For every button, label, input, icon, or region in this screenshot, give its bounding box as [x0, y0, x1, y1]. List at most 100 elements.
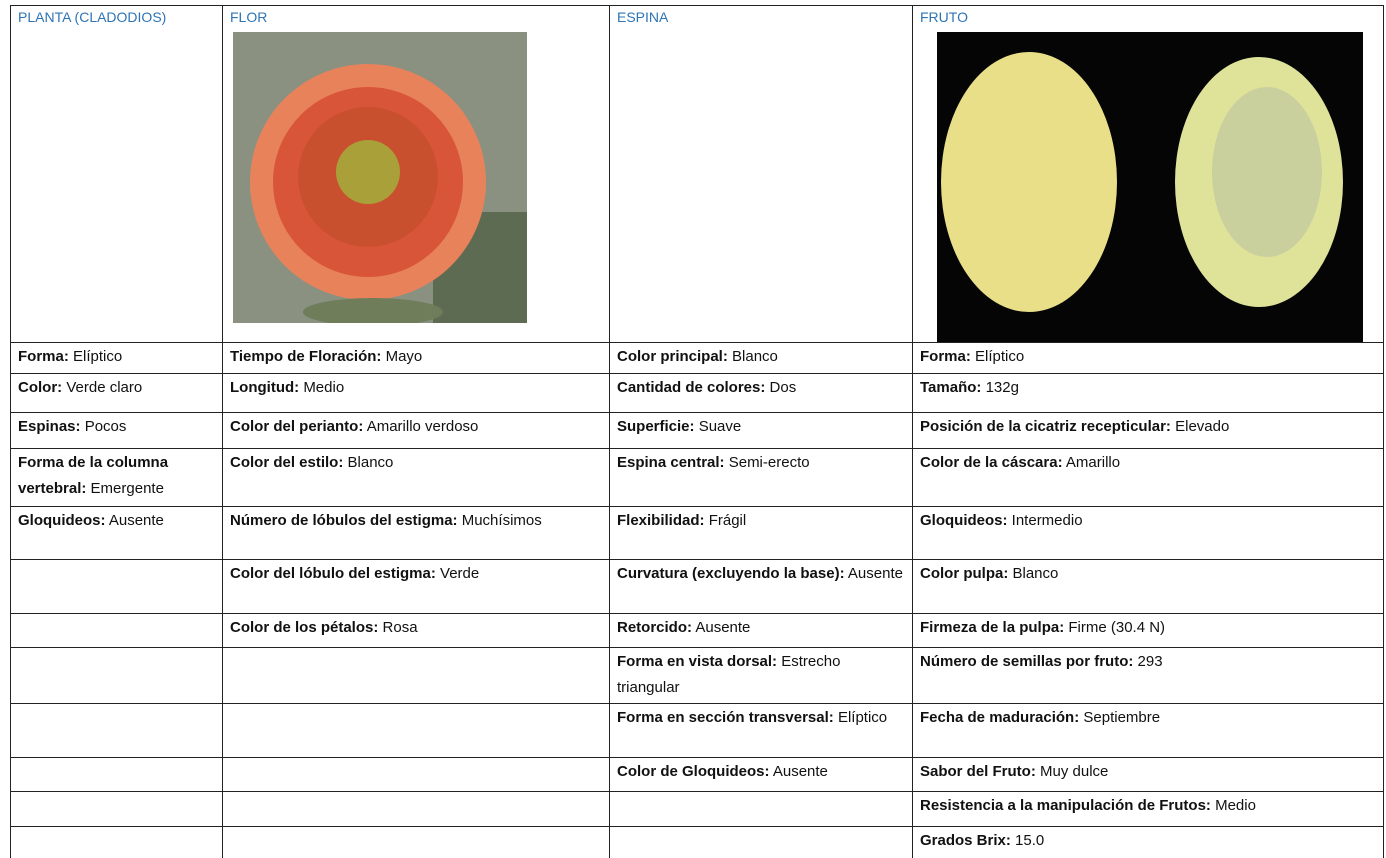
- attribute-value: Emergente: [90, 480, 164, 497]
- attribute-cell: Curvatura (excluyendo la base): Ausente: [617, 561, 906, 587]
- attribute-label: Forma de la columna vertebral:: [18, 454, 169, 497]
- attribute-cell: Número de semillas por fruto: 293: [920, 649, 1377, 675]
- attribute-cell: Forma en sección transversal: Elíptico: [617, 705, 906, 731]
- row-border: [10, 647, 1383, 648]
- attribute-value: Elíptico: [975, 348, 1025, 365]
- attribute-value: Semi-erecto: [728, 454, 810, 471]
- attribute-cell: Gloquideos: Intermedio: [920, 508, 1377, 534]
- attribute-cell: Retorcido: Ausente: [617, 615, 906, 641]
- attribute-value: Medio: [303, 379, 345, 396]
- attribute-label: Cantidad de colores:: [617, 379, 766, 396]
- attribute-value: Blanco: [732, 348, 778, 365]
- column-border: [1383, 5, 1384, 858]
- attribute-label: Forma:: [18, 348, 69, 365]
- row-border: [10, 791, 1383, 792]
- attribute-cell: Número de lóbulos del estigma: Muchísimo…: [230, 508, 603, 534]
- column-header: PLANTA (CLADODIOS): [18, 9, 167, 25]
- column-header: FLOR: [230, 9, 268, 25]
- attribute-value: Blanco: [1012, 565, 1059, 582]
- attribute-label: Número de semillas por fruto:: [920, 653, 1134, 670]
- row-border: [10, 703, 1383, 704]
- attribute-label: Color principal:: [617, 348, 728, 365]
- attribute-label: Resistencia a la manipulación de Frutos:: [920, 797, 1211, 814]
- attribute-value: Medio: [1215, 797, 1256, 814]
- attribute-label: Color del perianto:: [230, 418, 364, 435]
- row-border: [10, 613, 1383, 614]
- attribute-label: Forma:: [920, 348, 971, 365]
- row-border: [10, 448, 1383, 449]
- attribute-label: Color del lóbulo del estigma:: [230, 565, 436, 582]
- attribute-cell: Tiempo de Floración: Mayo: [230, 344, 603, 370]
- attribute-label: Retorcido:: [617, 619, 692, 636]
- attribute-value: Muy dulce: [1040, 763, 1109, 780]
- attribute-cell: Superficie: Suave: [617, 414, 906, 440]
- attribute-value: 15.0: [1015, 832, 1045, 849]
- attribute-label: Forma en vista dorsal:: [617, 653, 778, 670]
- attribute-cell: Color: Verde claro: [18, 375, 216, 401]
- attribute-value: Muchísimos: [461, 512, 542, 529]
- attribute-value: Elíptico: [837, 709, 888, 726]
- attribute-value: Elíptico: [73, 348, 123, 365]
- attribute-value: Ausente: [847, 565, 903, 582]
- attribute-value: Suave: [698, 418, 742, 435]
- attribute-cell: Forma en vista dorsal: Estrecho triangul…: [617, 649, 906, 701]
- attribute-value: Pocos: [84, 418, 127, 435]
- attribute-value: Septiembre: [1083, 709, 1161, 726]
- column-header: ESPINA: [617, 9, 669, 25]
- attribute-cell: Resistencia a la manipulación de Frutos:…: [920, 793, 1377, 819]
- attribute-cell: Forma: Elíptico: [920, 344, 1377, 370]
- attribute-cell: Color principal: Blanco: [617, 344, 906, 370]
- attribute-cell: Color de la cáscara: Amarillo: [920, 450, 1377, 476]
- attribute-label: Forma en sección transversal:: [617, 709, 834, 726]
- attribute-label: Color pulpa:: [920, 565, 1009, 582]
- attribute-cell: Fecha de maduración: Septiembre: [920, 705, 1377, 731]
- attribute-cell: Color de Gloquideos: Ausente: [617, 759, 906, 785]
- attribute-cell: Forma de la columna vertebral: Emergente: [18, 450, 216, 502]
- attribute-label: Superficie:: [617, 418, 695, 435]
- attribute-value: Estrecho triangular: [617, 653, 841, 696]
- column-header: FRUTO: [920, 9, 968, 25]
- attribute-label: Color de los pétalos:: [230, 619, 379, 636]
- attribute-value: Verde: [440, 565, 480, 582]
- attribute-label: Curvatura (excluyendo la base):: [617, 565, 845, 582]
- row-border: [10, 373, 1383, 374]
- attribute-value: Firme (30.4 N): [1068, 619, 1166, 636]
- attribute-cell: Flexibilidad: Frágil: [617, 508, 906, 534]
- attribute-cell: Cantidad de colores: Dos: [617, 375, 906, 401]
- attribute-label: Longitud:: [230, 379, 300, 396]
- column-border: [609, 5, 610, 858]
- attribute-value: Amarillo verdoso: [366, 418, 479, 435]
- row-border: [10, 559, 1383, 560]
- fruit-photo: [937, 32, 1363, 343]
- attribute-value: Mayo: [385, 348, 423, 365]
- attribute-value: Ausente: [695, 619, 751, 636]
- attribute-value: Verde claro: [66, 379, 143, 396]
- attribute-value: Ausente: [108, 512, 164, 529]
- attribute-value: Frágil: [708, 512, 747, 529]
- attribute-label: Tamaño:: [920, 379, 982, 396]
- attribute-cell: Espinas: Pocos: [18, 414, 216, 440]
- table-border: [10, 5, 1383, 6]
- attribute-label: Espina central:: [617, 454, 725, 471]
- attribute-cell: Posición de la cicatriz recepticular: El…: [920, 414, 1377, 440]
- attribute-value: Intermedio: [1011, 512, 1083, 529]
- attribute-label: Color del estilo:: [230, 454, 344, 471]
- attribute-label: Color de la cáscara:: [920, 454, 1063, 471]
- row-border: [10, 826, 1383, 827]
- attribute-cell: Longitud: Medio: [230, 375, 603, 401]
- column-border: [912, 5, 913, 858]
- attribute-value: Ausente: [772, 763, 828, 780]
- row-border: [10, 412, 1383, 413]
- attribute-cell: Sabor del Fruto: Muy dulce: [920, 759, 1377, 785]
- attribute-cell: Forma: Elíptico: [18, 344, 216, 370]
- attribute-cell: Firmeza de la pulpa: Firme (30.4 N): [920, 615, 1377, 641]
- attribute-label: Color de Gloquideos:: [617, 763, 770, 780]
- attribute-label: Fecha de maduración:: [920, 709, 1080, 726]
- attribute-value: Dos: [769, 379, 797, 396]
- attribute-cell: Color del perianto: Amarillo verdoso: [230, 414, 603, 440]
- row-border: [10, 342, 1383, 343]
- attribute-label: Número de lóbulos del estigma:: [230, 512, 458, 529]
- attribute-label: Gloquideos:: [920, 512, 1008, 529]
- attribute-label: Tiempo de Floración:: [230, 348, 382, 365]
